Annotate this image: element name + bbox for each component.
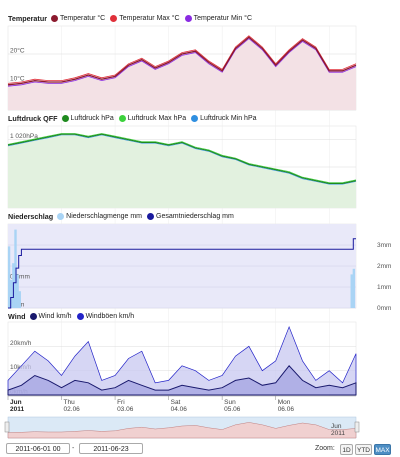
legend-item-pressure[interactable]: Luftdruck hPa bbox=[61, 114, 114, 122]
legend-item-gusts[interactable]: Windböen km/h bbox=[76, 312, 135, 320]
x-tick-date-label: 2011 bbox=[10, 406, 24, 413]
precip-bar bbox=[10, 280, 13, 308]
temp-ytick-label: 10°C bbox=[10, 75, 25, 83]
legend-label-wind: Wind km/h bbox=[38, 312, 72, 320]
navigator-series bbox=[7, 422, 357, 439]
precip-ytick-left-label: 0.5mm bbox=[10, 274, 30, 281]
x-tick-day-label: Thu bbox=[64, 399, 76, 406]
legend-label-precip-total: Gesamtniederschlag mm bbox=[156, 212, 234, 220]
precip-bar bbox=[18, 291, 21, 308]
legend-label-pressure-max: Luftdruck Max hPa bbox=[127, 114, 187, 122]
series-wind-gusts bbox=[7, 325, 357, 396]
zoom-ytd-button[interactable]: YTD bbox=[355, 444, 372, 455]
precip-bar bbox=[350, 274, 353, 308]
legend-dot-wind bbox=[29, 312, 37, 320]
series-wind bbox=[7, 365, 357, 396]
precip-bar bbox=[14, 229, 17, 308]
legend-item-temp-min[interactable]: Temperatur Min °C bbox=[184, 14, 253, 22]
legend-item-temp-max[interactable]: Temperatur Max °C bbox=[110, 14, 180, 22]
x-tick-day-label: Jun bbox=[10, 399, 22, 406]
legend-item-wind[interactable]: Wind km/h bbox=[29, 312, 72, 320]
pressure-area bbox=[8, 134, 356, 208]
precip-ytick-right-label: 3mm bbox=[377, 242, 391, 249]
legend-label-precip: Niederschlagmenge mm bbox=[66, 212, 143, 220]
panel-title-luftdruck: Luftdruck QFF bbox=[8, 113, 58, 123]
legend-wind: Wind Wind km/h Windböen km/h bbox=[8, 311, 139, 321]
legend-label-pressure: Luftdruck hPa bbox=[70, 114, 114, 122]
legend-niederschlag: Niederschlag Niederschlagmenge mm Gesamt… bbox=[8, 211, 239, 221]
panel-title-niederschlag: Niederschlag bbox=[8, 211, 54, 221]
x-tick-day-label: Sun bbox=[224, 399, 236, 406]
legend-dot-temp-min bbox=[184, 14, 192, 22]
legend-label-temp: Temperatur °C bbox=[60, 14, 106, 22]
legend-label-temp-min: Temperatur Min °C bbox=[193, 14, 253, 22]
navigator-month-label: Jun bbox=[331, 423, 342, 430]
series-pressure-min bbox=[7, 134, 357, 185]
navigator-handle-right bbox=[354, 421, 360, 433]
navigator-year-label: 2011 bbox=[331, 430, 345, 437]
legend-temperatur: Temperatur Temperatur °C Temperatur Max … bbox=[8, 13, 257, 23]
precip-bar bbox=[352, 268, 356, 308]
x-tick-day-label: Mon bbox=[278, 399, 291, 406]
x-tick-date-label: 05.06 bbox=[224, 406, 241, 413]
wind-ytick-label: 20km/h bbox=[10, 340, 32, 347]
x-tick-day-label: Sat bbox=[171, 399, 181, 406]
legend-dot-pressure bbox=[61, 114, 69, 122]
legend-dot-precip bbox=[57, 212, 65, 220]
legend-item-pressure-max[interactable]: Luftdruck Max hPa bbox=[118, 114, 187, 122]
legend-label-gusts: Windböen km/h bbox=[85, 312, 135, 320]
legend-label-pressure-min: Luftdruck Min hPa bbox=[200, 114, 257, 122]
legend-dot-temp bbox=[51, 14, 59, 22]
x-tick-date-label: 03.06 bbox=[117, 406, 134, 413]
zoom-label: Zoom: bbox=[315, 445, 335, 452]
temp-area bbox=[8, 37, 356, 111]
zoom-1d-button[interactable]: 1D bbox=[340, 444, 353, 455]
legend-dot-precip-total bbox=[147, 212, 155, 220]
panel-title-wind: Wind bbox=[8, 311, 26, 321]
x-tick-date-label: 06.06 bbox=[278, 406, 295, 413]
legend-item-temp[interactable]: Temperatur °C bbox=[51, 14, 106, 22]
series-temp bbox=[7, 36, 357, 86]
precip-ytick-right-label: 2mm bbox=[377, 263, 391, 270]
legend-item-precip-total[interactable]: Gesamtniederschlag mm bbox=[147, 212, 234, 220]
legend-item-pressure-min[interactable]: Luftdruck Min hPa bbox=[191, 114, 257, 122]
series-pressure-max bbox=[7, 133, 357, 183]
series-precip-total bbox=[8, 238, 356, 309]
legend-dot-gusts bbox=[76, 312, 84, 320]
legend-dot-pressure-max bbox=[118, 114, 126, 122]
precip-ytick-right-label: 1mm bbox=[377, 284, 391, 291]
x-tick-date-label: 04.06 bbox=[171, 406, 188, 413]
temp-ytick-label: 20°C bbox=[10, 47, 25, 55]
x-tick-day-label: Fri bbox=[117, 399, 125, 406]
series-temp-min bbox=[7, 38, 357, 87]
range-from-input[interactable]: 2011-06-01 00 bbox=[6, 443, 70, 454]
legend-luftdruck: Luftdruck QFF Luftdruck hPa Luftdruck Ma… bbox=[8, 113, 262, 123]
legend-item-precip[interactable]: Niederschlagmenge mm bbox=[57, 212, 143, 220]
panel-title-temperatur: Temperatur bbox=[8, 13, 48, 23]
precip-bar bbox=[7, 246, 11, 308]
navigator-handle-left bbox=[4, 421, 10, 433]
x-tick-date-label: 02.06 bbox=[64, 406, 81, 413]
zoom-max-button[interactable]: MAX bbox=[374, 444, 391, 455]
series-temp-max bbox=[7, 35, 357, 84]
legend-dot-pressure-min bbox=[191, 114, 199, 122]
legend-label-temp-max: Temperatur Max °C bbox=[119, 14, 180, 22]
series-pressure bbox=[7, 133, 357, 184]
precip-bar bbox=[16, 274, 19, 308]
pressure-ytick-label: 1 020hPa bbox=[10, 133, 38, 140]
range-separator: - bbox=[72, 445, 75, 452]
range-to-input[interactable]: 2011-06-23 bbox=[79, 443, 143, 454]
legend-dot-temp-max bbox=[110, 14, 118, 22]
precip-ytick-right-label: 0mm bbox=[377, 305, 391, 312]
